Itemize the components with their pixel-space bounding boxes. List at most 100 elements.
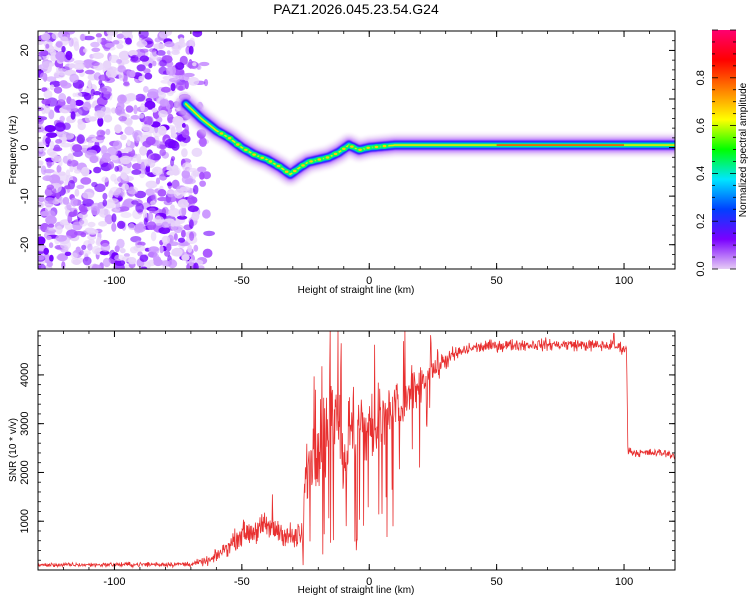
noise-speckle	[49, 49, 57, 56]
noise-speckle	[170, 158, 175, 167]
noise-speckle	[112, 40, 120, 45]
noise-speckle	[68, 37, 74, 47]
noise-speckle	[38, 150, 46, 157]
snr-series-line	[38, 331, 675, 569]
noise-speckle	[69, 73, 79, 84]
noise-speckle	[87, 221, 96, 228]
noise-speckle	[177, 199, 189, 209]
noise-speckle	[73, 63, 85, 70]
snr-y-tick-labels: 1000 2000 3000 4000	[19, 363, 31, 534]
noise-speckle	[58, 93, 67, 102]
noise-speckle	[159, 59, 167, 67]
noise-speckle	[172, 115, 184, 126]
noise-speckle	[120, 155, 132, 165]
noise-speckle	[192, 62, 197, 67]
noise-speckle	[81, 244, 87, 250]
noise-speckle	[121, 31, 133, 37]
noise-speckle	[166, 66, 177, 76]
noise-speckle	[54, 122, 66, 132]
noise-speckle	[150, 200, 157, 206]
noise-speckle	[52, 188, 57, 196]
noise-speckle	[58, 55, 65, 63]
noise-speckle	[121, 183, 129, 191]
noise-speckle	[125, 37, 132, 45]
noise-speckle	[45, 43, 50, 49]
noise-speckle	[147, 211, 154, 222]
noise-speckle	[82, 101, 92, 111]
noise-speckle	[123, 253, 130, 258]
noise-speckle	[73, 209, 78, 217]
noise-speckle	[150, 231, 157, 242]
y-tick-label: -20	[19, 237, 31, 253]
noise-speckle	[192, 31, 203, 38]
noise-speckle	[91, 61, 100, 66]
noise-speckle	[174, 43, 179, 52]
noise-speckle	[180, 186, 191, 192]
spectrogram-frame	[37, 30, 676, 270]
noise-speckle	[99, 92, 104, 98]
noise-speckle	[51, 32, 59, 40]
noise-speckle	[58, 171, 66, 176]
noise-speckle	[59, 115, 65, 123]
noise-speckle	[83, 59, 95, 64]
noise-speckle	[114, 106, 125, 116]
noise-speckle	[80, 177, 92, 185]
noise-speckle	[62, 132, 75, 140]
noise-speckle	[70, 197, 78, 207]
noise-speckle	[145, 136, 156, 146]
noise-speckle	[53, 86, 63, 94]
noise-speckle	[91, 47, 101, 52]
noise-speckle	[181, 191, 186, 197]
noise-speckle	[75, 246, 81, 253]
noise-speckle	[164, 138, 176, 149]
noise-speckle	[66, 104, 78, 113]
noise-speckle	[116, 43, 124, 50]
noise-speckle	[117, 220, 126, 229]
noise-speckle	[67, 159, 72, 165]
trace-knot-core	[236, 143, 240, 146]
trace-knot-core	[244, 148, 248, 152]
noise-speckle	[116, 59, 122, 64]
noise-speckle	[100, 242, 111, 252]
noise-speckle	[84, 69, 95, 75]
noise-speckle	[139, 48, 149, 53]
noise-speckle	[52, 147, 63, 152]
noise-speckle	[189, 231, 195, 241]
noise-speckle	[98, 74, 108, 81]
snr-plot: -100 -50 0 50 100 1000 2000 3000 4000 Height of…	[8, 330, 676, 596]
noise-speckle	[181, 169, 191, 179]
x-tick-label: 50	[491, 576, 503, 588]
noise-speckle	[153, 248, 160, 254]
noise-speckle	[118, 71, 124, 81]
noise-speckle	[199, 171, 205, 180]
noise-speckle	[145, 188, 155, 196]
noise-speckle	[177, 237, 186, 243]
noise-speckle	[70, 111, 76, 120]
noise-speckle	[60, 82, 72, 89]
noise-speckle	[203, 79, 209, 87]
noise-speckle	[96, 37, 102, 44]
x-tick-label: 0	[366, 275, 372, 287]
y-tick-label: 0	[19, 145, 31, 151]
noise-speckle	[40, 211, 49, 217]
noise-speckle	[72, 150, 84, 157]
noise-speckle	[128, 223, 135, 231]
noise-speckle	[38, 263, 46, 269]
noise-speckle	[38, 50, 48, 56]
x-tick-label: -50	[234, 576, 250, 588]
snr-x-tick-labels: -100 -50 0 50 100	[103, 576, 633, 588]
noise-speckle	[177, 215, 188, 220]
trace-knot-core	[342, 147, 346, 150]
noise-speckle	[131, 169, 142, 175]
noise-speckle	[137, 251, 143, 257]
x-tick-label: 0	[366, 576, 372, 588]
noise-speckle	[124, 126, 135, 136]
noise-speckle	[60, 142, 72, 148]
noise-speckle	[173, 233, 178, 241]
trace-knot-core	[333, 152, 338, 156]
noise-speckle	[65, 169, 71, 177]
noise-speckle	[84, 114, 92, 123]
noise-speckle	[86, 149, 98, 156]
noise-speckle	[166, 50, 171, 55]
y-tick-label: -10	[19, 188, 31, 204]
